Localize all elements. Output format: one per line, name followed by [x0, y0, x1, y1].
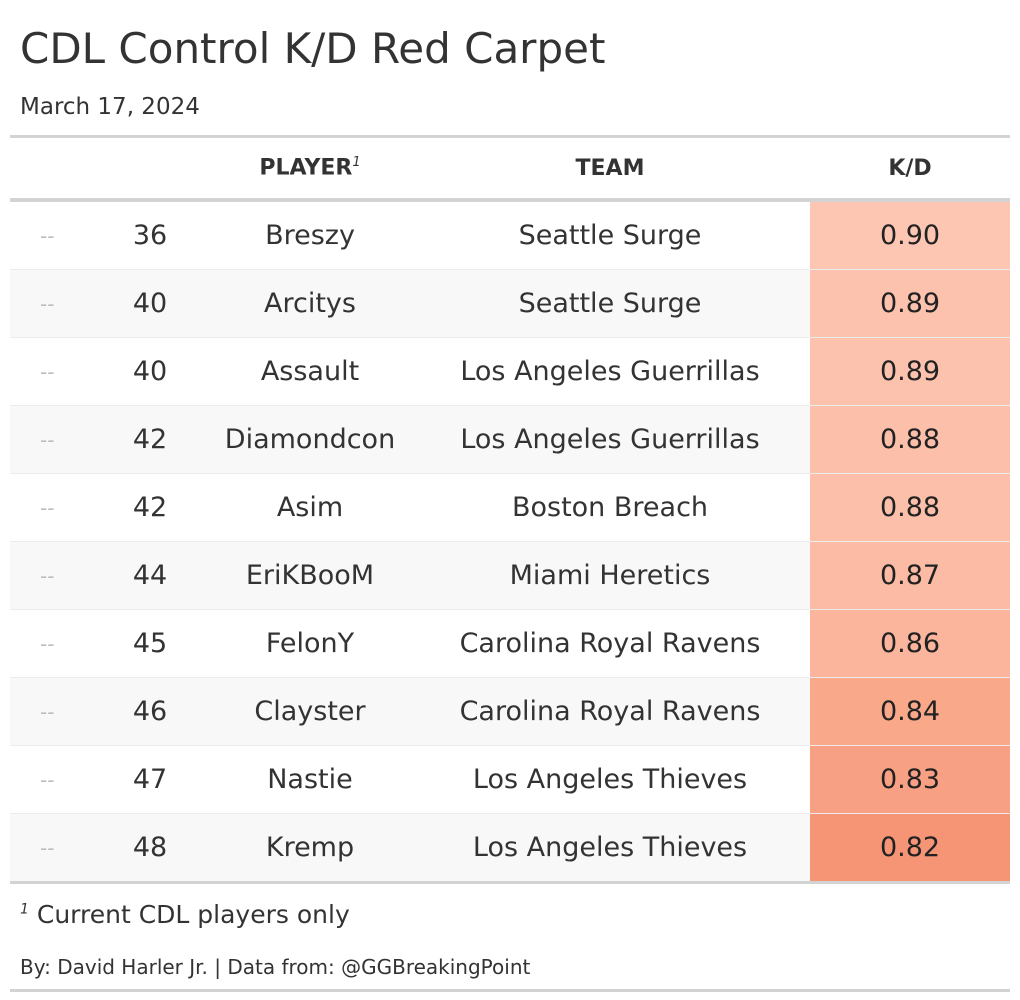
row-rank: 44: [90, 541, 210, 610]
column-header-player-label: PLAYER: [259, 155, 353, 181]
row-rank: 42: [90, 405, 210, 474]
row-rank: 36: [90, 200, 210, 270]
row-rank: 48: [90, 813, 210, 884]
table-row: -- 48 Kremp Los Angeles Thieves 0.82: [10, 813, 1010, 884]
row-player-name: Kremp: [210, 813, 410, 884]
row-player-name: Nastie: [210, 745, 410, 814]
row-change-indicator: --: [10, 745, 90, 814]
row-team-name: Carolina Royal Ravens: [410, 609, 810, 678]
row-player-name: Arcitys: [210, 269, 410, 338]
row-kd-value: 0.82: [810, 813, 1010, 884]
column-header-team: TEAM: [410, 138, 810, 202]
row-player-name: Diamondcon: [210, 405, 410, 474]
row-change-indicator: --: [10, 677, 90, 746]
table-row: -- 40 Assault Los Angeles Guerrillas 0.89: [10, 337, 1010, 406]
column-header-kd: K/D: [810, 138, 1010, 202]
row-team-name: Los Angeles Thieves: [410, 813, 810, 884]
row-kd-value: 0.90: [810, 200, 1010, 270]
table-row: -- 42 Diamondcon Los Angeles Guerrillas 0.88: [10, 405, 1010, 474]
row-change-indicator: --: [10, 813, 90, 884]
column-header-change: [10, 138, 90, 202]
table-row: -- 47 Nastie Los Angeles Thieves 0.83: [10, 745, 1010, 814]
table-row: -- 36 Breszy Seattle Surge 0.90: [10, 200, 1010, 270]
footnote-text: Current CDL players only: [36, 900, 350, 929]
row-rank: 47: [90, 745, 210, 814]
row-team-name: Carolina Royal Ravens: [410, 677, 810, 746]
footnote: 1 Current CDL players only: [20, 900, 350, 929]
table-row: -- 44 EriKBooM Miami Heretics 0.87: [10, 541, 1010, 610]
column-header-rank: [90, 138, 210, 202]
table-row: -- 45 FelonY Carolina Royal Ravens 0.86: [10, 609, 1010, 678]
source-note: By: David Harler Jr. | Data from: @GGBre…: [20, 955, 531, 979]
row-kd-value: 0.88: [810, 405, 1010, 474]
row-player-name: FelonY: [210, 609, 410, 678]
row-change-indicator: --: [10, 269, 90, 338]
row-team-name: Los Angeles Guerrillas: [410, 337, 810, 406]
table-row: -- 42 Asim Boston Breach 0.88: [10, 473, 1010, 542]
kd-table-container: PLAYER1 TEAM K/D -- 36 Breszy Seattle Surge…: [10, 135, 1010, 884]
row-kd-value: 0.86: [810, 609, 1010, 678]
row-kd-value: 0.87: [810, 541, 1010, 610]
row-rank: 46: [90, 677, 210, 746]
row-team-name: Miami Heretics: [410, 541, 810, 610]
row-rank: 40: [90, 269, 210, 338]
row-rank: 40: [90, 337, 210, 406]
row-team-name: Los Angeles Guerrillas: [410, 405, 810, 474]
page-title: CDL Control K/D Red Carpet: [20, 24, 606, 73]
table-row: -- 40 Arcitys Seattle Surge 0.89: [10, 269, 1010, 338]
row-kd-value: 0.89: [810, 337, 1010, 406]
row-player-name: Breszy: [210, 200, 410, 270]
table-row: -- 46 Clayster Carolina Royal Ravens 0.84: [10, 677, 1010, 746]
bottom-rule: [10, 989, 1010, 992]
row-kd-value: 0.88: [810, 473, 1010, 542]
table-body: -- 36 Breszy Seattle Surge 0.90 -- 40 Arcitys Se…: [10, 200, 1010, 884]
row-player-name: Asim: [210, 473, 410, 542]
row-rank: 45: [90, 609, 210, 678]
row-change-indicator: --: [10, 405, 90, 474]
row-change-indicator: --: [10, 541, 90, 610]
page-subtitle: March 17, 2024: [20, 94, 200, 120]
table-header-row: PLAYER1 TEAM K/D: [10, 138, 1010, 202]
footnote-mark: 1: [352, 155, 361, 171]
column-header-player: PLAYER1: [210, 138, 410, 202]
row-player-name: Assault: [210, 337, 410, 406]
row-change-indicator: --: [10, 337, 90, 406]
row-rank: 42: [90, 473, 210, 542]
row-kd-value: 0.83: [810, 745, 1010, 814]
kd-table: PLAYER1 TEAM K/D -- 36 Breszy Seattle Surge…: [10, 138, 1010, 884]
row-change-indicator: --: [10, 609, 90, 678]
row-player-name: Clayster: [210, 677, 410, 746]
row-team-name: Boston Breach: [410, 473, 810, 542]
row-change-indicator: --: [10, 200, 90, 270]
row-team-name: Seattle Surge: [410, 200, 810, 270]
row-player-name: EriKBooM: [210, 541, 410, 610]
row-kd-value: 0.84: [810, 677, 1010, 746]
row-team-name: Los Angeles Thieves: [410, 745, 810, 814]
row-team-name: Seattle Surge: [410, 269, 810, 338]
row-kd-value: 0.89: [810, 269, 1010, 338]
footnote-mark: 1: [20, 901, 29, 918]
row-change-indicator: --: [10, 473, 90, 542]
